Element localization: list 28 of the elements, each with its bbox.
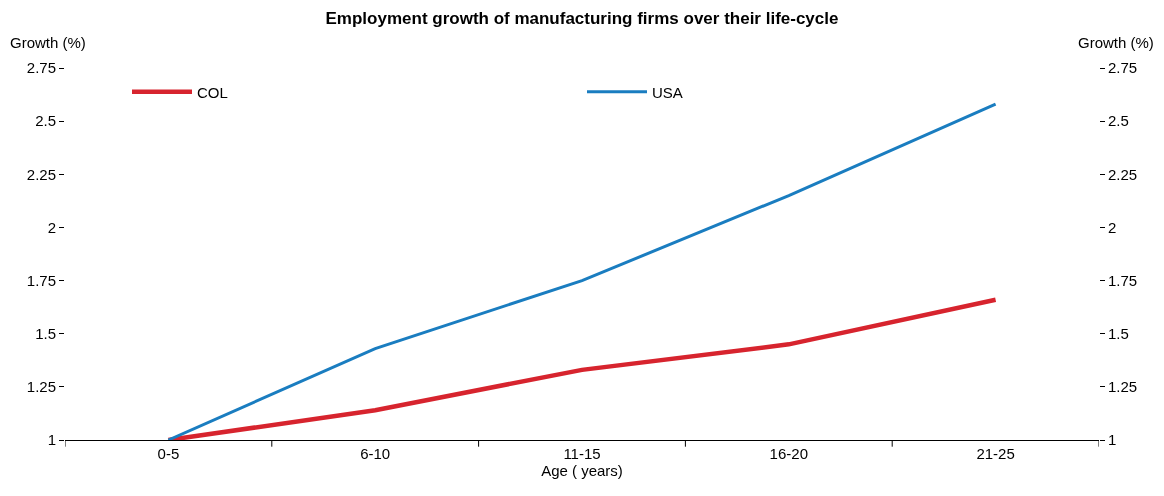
chart-title: Employment growth of manufacturing firms over their life-cycle bbox=[325, 9, 839, 29]
y2-tick-label: 2 bbox=[1108, 218, 1117, 236]
x-tick-label: 16-20 bbox=[769, 445, 808, 462]
legend-label: COL bbox=[197, 83, 228, 101]
y-tick-label: 2.5 bbox=[35, 112, 56, 130]
y-tick-label: 1 bbox=[47, 431, 56, 449]
y-tick-label: 2.25 bbox=[26, 165, 56, 183]
line-series bbox=[166, 102, 998, 440]
y2-tick-label: 1.25 bbox=[1108, 378, 1138, 396]
legend-label: USA bbox=[652, 83, 683, 101]
y2-tick-label: 1 bbox=[1108, 431, 1117, 449]
y2-tick-label: 1.5 bbox=[1108, 324, 1129, 342]
x-tick-label: 21-25 bbox=[976, 445, 1015, 462]
x-tick-label: 6-10 bbox=[360, 445, 391, 462]
x-tick-label: 11-15 bbox=[563, 445, 601, 462]
y2-tick-label: 2.25 bbox=[1108, 165, 1138, 183]
y2-tick-label: 1.75 bbox=[1108, 271, 1138, 289]
y-tick-label: 2 bbox=[47, 218, 56, 236]
y-tick-label: 2.75 bbox=[26, 59, 56, 77]
x-tick-label: 0-5 bbox=[157, 445, 180, 462]
x-axis-title: Age ( years) bbox=[541, 462, 623, 479]
y-tick-label: 1.75 bbox=[26, 271, 56, 289]
y-axis-title: Growth (%) bbox=[10, 34, 86, 51]
y2-tick-label: 2.5 bbox=[1108, 112, 1129, 130]
y2-axis-title: Growth (%) bbox=[1078, 34, 1154, 51]
y2-tick-label: 2.75 bbox=[1108, 59, 1138, 77]
y-tick-label: 1.5 bbox=[35, 324, 56, 342]
y-tick-label: 1.25 bbox=[26, 378, 56, 396]
